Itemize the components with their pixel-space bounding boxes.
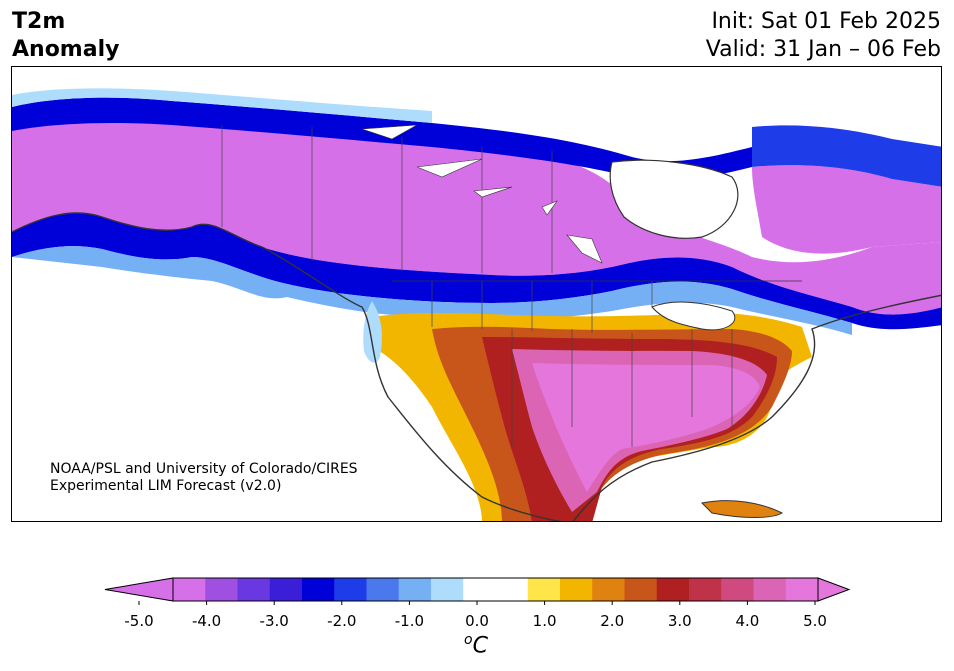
colorbar-swatch xyxy=(463,578,496,601)
colorbar-swatch xyxy=(173,578,206,601)
credit-line-1: NOAA/PSL and University of Colorado/CIRE… xyxy=(50,461,358,477)
colorbar-tick-label: 5.0 xyxy=(803,612,827,630)
colorbar-swatch xyxy=(560,578,593,601)
colorbar-swatch xyxy=(753,578,787,601)
colorbar-over-arrow xyxy=(817,577,851,602)
colorbar-swatch xyxy=(721,578,754,601)
credit-text: NOAA/PSL and University of Colorado/CIRE… xyxy=(50,461,358,495)
colorbar-tick-label: 3.0 xyxy=(667,612,692,630)
colorbar-swatch xyxy=(269,578,303,601)
colorbar-swatch xyxy=(656,578,690,601)
init-date: Init: Sat 01 Feb 2025 xyxy=(711,9,941,34)
colorbar-swatch xyxy=(205,578,238,601)
colorbar-swatch xyxy=(334,578,367,601)
valid-range: Valid: 31 Jan – 06 Feb xyxy=(705,37,941,62)
colorbar-swatch xyxy=(237,578,271,601)
units-label: oC xyxy=(464,632,488,658)
colorbar-swatch xyxy=(689,578,722,601)
forecast-dates: Init: Sat 01 Feb 2025 Valid: 31 Jan – 06… xyxy=(706,8,941,64)
colorbar-frame xyxy=(172,577,819,602)
colorbar-tick-label: 0.0 xyxy=(465,612,489,630)
colorbar-swatch xyxy=(495,578,529,601)
colorbar-tick-label: -5.0 xyxy=(124,612,154,630)
units-degree: o xyxy=(464,632,473,648)
colorbar-tick-label: -1.0 xyxy=(394,612,425,630)
colorbar-swatch xyxy=(527,578,561,601)
colorbar-tick-label: 1.0 xyxy=(532,612,557,630)
units-base: C xyxy=(472,633,488,659)
title-line-1: T2m xyxy=(12,9,66,34)
cold-anomaly-region xyxy=(12,108,941,315)
colorbar-swatch xyxy=(431,578,464,601)
colorbar-under-arrow xyxy=(104,577,174,602)
colorbar-swatch xyxy=(624,578,658,601)
colorbar xyxy=(104,577,851,605)
colorbar-swatch xyxy=(302,578,335,601)
title-line-2: Anomaly xyxy=(12,37,120,62)
map-svg xyxy=(12,67,941,521)
anomaly-map: NOAA/PSL and University of Colorado/CIRE… xyxy=(11,66,942,522)
credit-line-2: Experimental LIM Forecast (v2.0) xyxy=(50,478,282,494)
colorbar-tick-label: 4.0 xyxy=(735,612,760,630)
colorbar-tick-label: -3.0 xyxy=(259,612,289,630)
colorbar-tick-label: -2.0 xyxy=(327,612,357,630)
map-title: T2m Anomaly xyxy=(12,8,119,64)
colorbar-tick-label: -4.0 xyxy=(191,612,222,630)
colorbar-tick-label: 2.0 xyxy=(600,612,625,630)
colorbar-swatch xyxy=(366,578,400,601)
colorbar-swatch xyxy=(592,578,625,601)
colorbar-swatch xyxy=(398,578,432,601)
colorbar-swatch xyxy=(785,578,819,601)
